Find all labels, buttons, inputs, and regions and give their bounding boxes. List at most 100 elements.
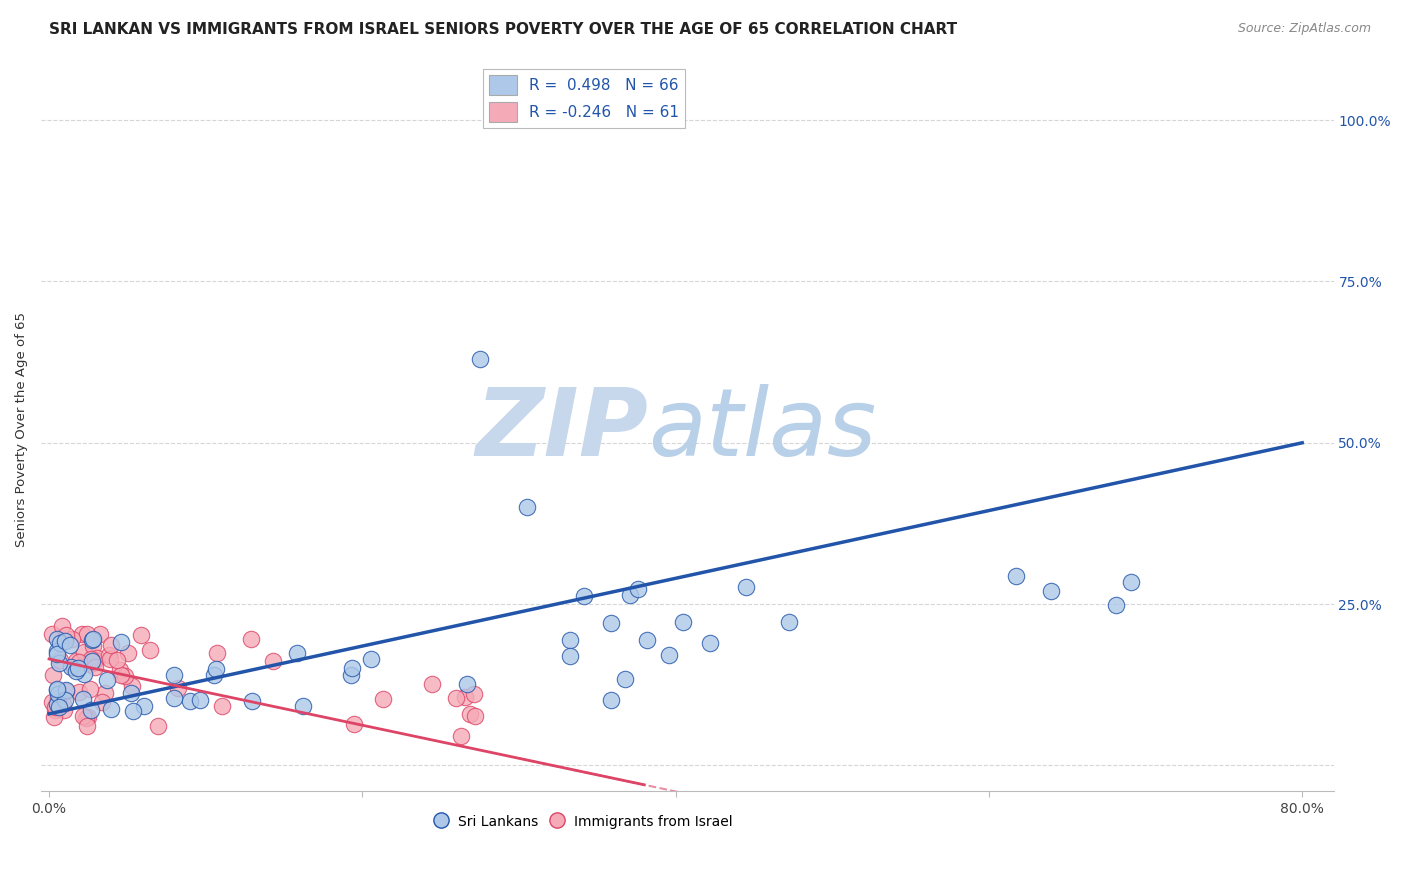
Point <box>48 656 70 670</box>
Point <box>292 698 315 713</box>
Point <box>444 691 467 706</box>
Point <box>90 694 112 708</box>
Point <box>79 657 101 672</box>
Point <box>672 615 695 630</box>
Point <box>82 639 104 653</box>
Legend: Sri Lankans, Immigrants from Israel: Sri Lankans, Immigrants from Israel <box>430 809 738 835</box>
Point <box>45 683 67 698</box>
Text: SRI LANKAN VS IMMIGRANTS FROM ISRAEL SENIORS POVERTY OVER THE AGE OF 65 CORRELAT: SRI LANKAN VS IMMIGRANTS FROM ISRAEL SEN… <box>49 22 957 37</box>
Point <box>468 351 491 366</box>
Point <box>46 644 69 658</box>
Point <box>73 666 96 681</box>
Point <box>560 632 582 647</box>
Point <box>46 692 69 706</box>
Point <box>72 645 94 659</box>
Point <box>600 616 623 631</box>
Point <box>80 633 103 648</box>
Point <box>422 676 444 690</box>
Point <box>86 651 108 665</box>
Point <box>51 619 73 633</box>
Point <box>77 710 100 724</box>
Point <box>179 693 201 707</box>
Point <box>76 627 98 641</box>
Point <box>42 710 65 724</box>
Point <box>599 693 621 707</box>
Point <box>60 632 83 646</box>
Point <box>67 684 90 698</box>
Point <box>207 646 229 660</box>
Point <box>188 693 211 707</box>
Point <box>1119 574 1142 589</box>
Point <box>516 500 538 515</box>
Point <box>464 709 486 723</box>
Point <box>360 652 382 666</box>
Point <box>80 703 103 717</box>
Point <box>48 687 70 701</box>
Point <box>163 690 186 705</box>
Point <box>778 615 800 630</box>
Point <box>66 660 89 674</box>
Point <box>75 711 97 725</box>
Point <box>1005 569 1028 583</box>
Point <box>51 697 73 711</box>
Point <box>110 635 132 649</box>
Point <box>59 638 82 652</box>
Point <box>100 702 122 716</box>
Point <box>627 582 650 596</box>
Point <box>132 699 155 714</box>
Point <box>340 661 363 675</box>
Point <box>52 703 75 717</box>
Point <box>45 698 67 712</box>
Point <box>63 661 86 675</box>
Point <box>93 686 115 700</box>
Point <box>53 634 76 648</box>
Point <box>98 648 121 663</box>
Point <box>65 654 87 668</box>
Point <box>55 627 77 641</box>
Point <box>60 660 83 674</box>
Point <box>72 709 94 723</box>
Point <box>121 679 143 693</box>
Point <box>107 653 129 667</box>
Point <box>614 673 637 687</box>
Point <box>202 668 225 682</box>
Point <box>240 694 263 708</box>
Point <box>72 691 94 706</box>
Text: ZIP: ZIP <box>475 384 648 476</box>
Point <box>211 698 233 713</box>
Point <box>45 681 67 696</box>
Point <box>100 652 122 666</box>
Point <box>734 581 756 595</box>
Point <box>114 669 136 683</box>
Point <box>45 647 67 661</box>
Point <box>1105 598 1128 612</box>
Point <box>262 654 284 668</box>
Point <box>463 688 485 702</box>
Point <box>460 707 482 722</box>
Point <box>42 668 65 682</box>
Point <box>163 667 186 681</box>
Point <box>110 663 132 677</box>
Point <box>44 703 66 717</box>
Text: Source: ZipAtlas.com: Source: ZipAtlas.com <box>1237 22 1371 36</box>
Point <box>167 681 190 695</box>
Point <box>122 704 145 718</box>
Point <box>239 632 262 647</box>
Point <box>67 655 90 669</box>
Point <box>373 692 395 706</box>
Point <box>456 677 478 691</box>
Point <box>146 719 169 733</box>
Point <box>558 648 581 663</box>
Point <box>120 686 142 700</box>
Point <box>340 668 363 682</box>
Point <box>117 646 139 660</box>
Point <box>55 683 77 698</box>
Point <box>343 716 366 731</box>
Point <box>287 646 309 660</box>
Point <box>49 636 72 650</box>
Point <box>100 638 122 652</box>
Point <box>699 636 721 650</box>
Point <box>84 653 107 667</box>
Point <box>658 648 681 662</box>
Point <box>82 654 104 668</box>
